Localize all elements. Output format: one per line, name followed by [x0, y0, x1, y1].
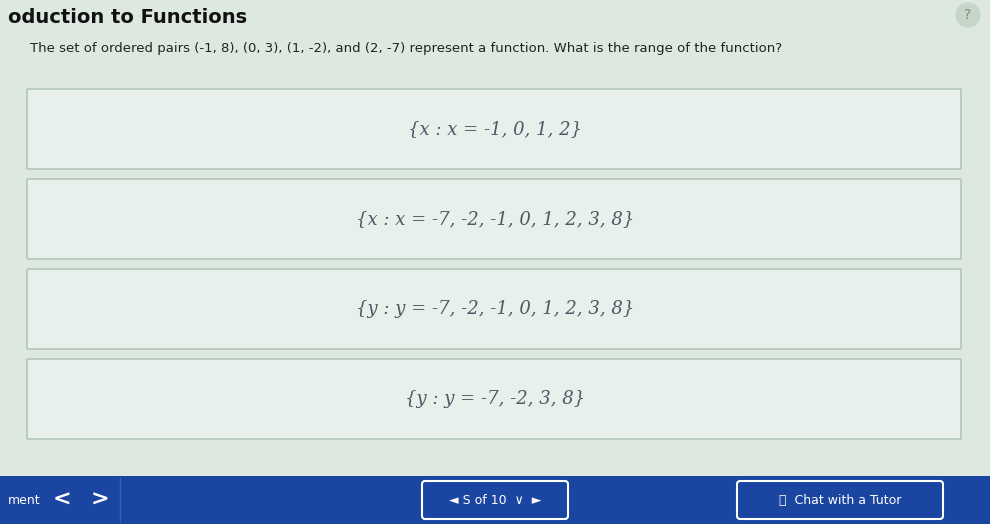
Text: {x : x = -7, -2, -1, 0, 1, 2, 3, 8}: {x : x = -7, -2, -1, 0, 1, 2, 3, 8} — [355, 210, 635, 228]
FancyBboxPatch shape — [27, 179, 961, 259]
Bar — [0, 476, 990, 524]
Text: ment: ment — [8, 494, 41, 507]
Text: {x : x = -1, 0, 1, 2}: {x : x = -1, 0, 1, 2} — [408, 120, 582, 138]
Text: oduction to Functions: oduction to Functions — [8, 8, 247, 27]
Text: <: < — [52, 490, 71, 510]
FancyBboxPatch shape — [27, 89, 961, 169]
FancyBboxPatch shape — [422, 481, 568, 519]
FancyBboxPatch shape — [27, 269, 961, 349]
Text: ◄ S of 10  ∨  ►: ◄ S of 10 ∨ ► — [448, 494, 542, 507]
Text: {y : y = -7, -2, 3, 8}: {y : y = -7, -2, 3, 8} — [405, 390, 585, 408]
Circle shape — [956, 3, 980, 27]
FancyBboxPatch shape — [27, 359, 961, 439]
Text: ?: ? — [964, 8, 971, 22]
Text: 💬  Chat with a Tutor: 💬 Chat with a Tutor — [779, 494, 901, 507]
Text: {y : y = -7, -2, -1, 0, 1, 2, 3, 8}: {y : y = -7, -2, -1, 0, 1, 2, 3, 8} — [355, 300, 635, 318]
FancyBboxPatch shape — [737, 481, 943, 519]
Text: The set of ordered pairs (-1, 8), (0, 3), (1, -2), and (2, -7) represent a funct: The set of ordered pairs (-1, 8), (0, 3)… — [30, 42, 782, 55]
Text: >: > — [91, 490, 109, 510]
